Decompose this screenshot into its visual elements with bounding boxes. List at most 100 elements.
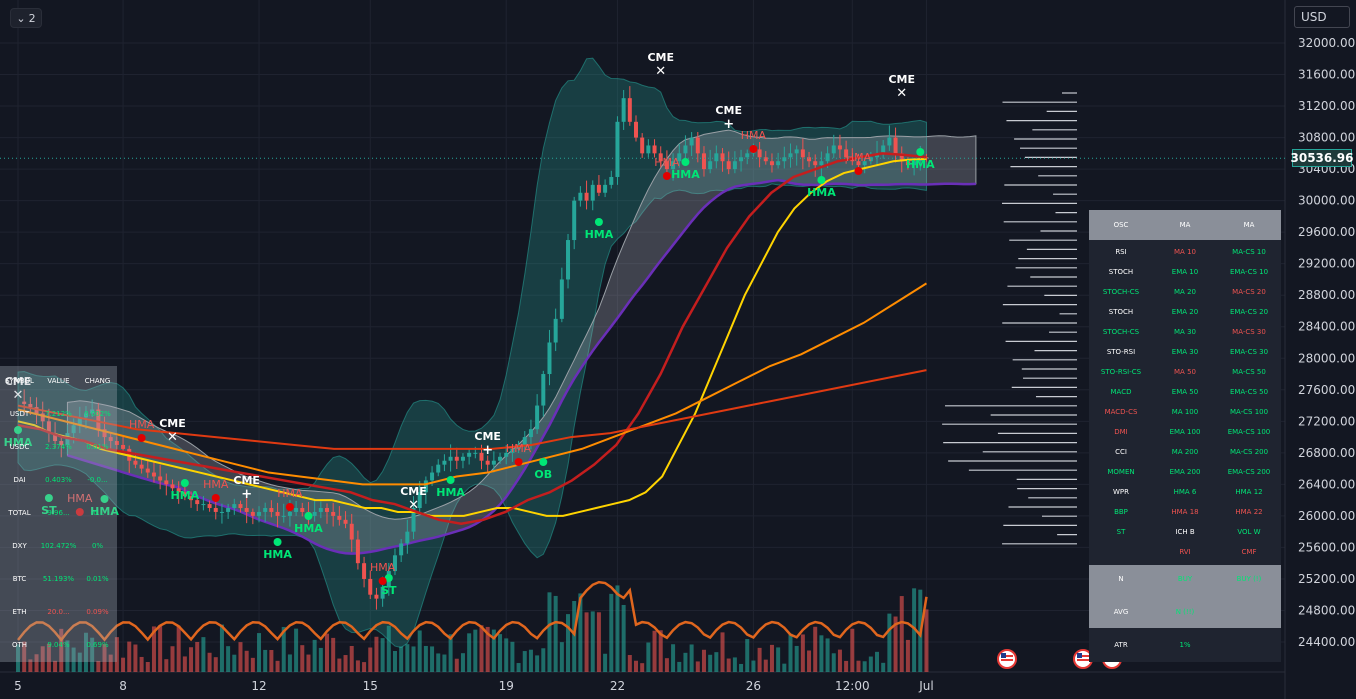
candle-body: [176, 488, 181, 493]
volume-bar: [90, 637, 95, 672]
bearish-signal-dot: [854, 167, 863, 175]
candle-body: [627, 98, 632, 122]
oscillator-table-cell: BUY: [1177, 575, 1193, 583]
oscillator-table-cell: HMA 22: [1235, 508, 1263, 516]
candle-body: [281, 515, 286, 517]
volume-bar: [275, 660, 280, 672]
volume-bar: [121, 657, 126, 672]
volume-bar: [213, 657, 218, 672]
oscillator-table-cell: EMA-CS 20: [1229, 308, 1269, 316]
volume-bar: [207, 652, 212, 672]
volume-bar: [176, 625, 181, 672]
volume-bar: [708, 654, 713, 672]
volume-bar: [745, 639, 750, 672]
candle-body: [498, 456, 503, 461]
candle-body: [572, 200, 577, 241]
bearish-signal-label: HMA: [67, 492, 93, 505]
oscillator-table-cell: RVI: [1179, 548, 1191, 556]
candle-body: [695, 137, 700, 154]
oscillator-table-cell: ATR: [1114, 641, 1128, 649]
candle-body: [615, 121, 620, 177]
volume-bar: [53, 660, 58, 672]
volume-bar: [306, 654, 311, 672]
volume-bar: [603, 653, 608, 672]
volume-bar: [769, 644, 774, 672]
dominance-table-row: USDT 7.212% 0.002%: [0, 407, 117, 421]
candle-body: [213, 508, 218, 512]
volume-bar: [374, 636, 379, 672]
candle-body: [559, 279, 564, 319]
oscillator-table-cell: STOCH: [1108, 308, 1134, 316]
ichimoku-span-b: [67, 178, 976, 555]
candle-body: [819, 161, 824, 166]
price-axis-tick: 25200.00: [1298, 572, 1355, 586]
dominance-table-cell: 2.374%: [45, 443, 72, 451]
volume-bar: [34, 654, 39, 672]
volume-bar: [386, 625, 391, 672]
dominance-table-cell: 0.002%: [84, 410, 111, 418]
oscillator-table-cell: CCI: [1115, 448, 1127, 456]
oscillator-table-cell: MACD: [1110, 388, 1132, 396]
bullish-signal-dot: [14, 426, 22, 434]
candle-body: [504, 452, 509, 457]
candle-body: [108, 437, 113, 442]
oscillator-table-cell: STOCH-CS: [1102, 328, 1140, 336]
bullish-signal-label: OB: [534, 468, 552, 481]
layout-toggle-button[interactable]: ⌄ 2: [10, 8, 42, 28]
bullish-signal-dot: [446, 476, 455, 484]
volume-bar: [331, 637, 336, 672]
oscillator-table-row: MACD-CS MA 100 MA-CS 100: [1089, 402, 1281, 422]
candle-body: [794, 149, 799, 154]
dominance-table: SYMBOL VALUE CHANG USDT 7.212% 0.002% USDC 2.37…: [0, 366, 117, 662]
oscillator-table-row: MACD EMA 50 EMA-CS 50: [1089, 382, 1281, 402]
dominance-table-cell: USDT: [9, 410, 30, 418]
volume-bar: [899, 596, 904, 672]
dominance-table-cell: 7.212%: [45, 410, 72, 418]
volume-bar: [850, 628, 855, 672]
candle-body: [584, 192, 589, 201]
volume-bar: [164, 659, 169, 672]
candle-body: [924, 157, 929, 159]
oscillator-table-cell: MA-CS 200: [1229, 448, 1269, 456]
volume-bar: [621, 604, 626, 672]
volume-bar: [71, 647, 76, 672]
oscillator-table-cell: HMA 18: [1171, 508, 1199, 516]
volume-bar: [232, 654, 237, 672]
volume-bar: [294, 628, 299, 672]
candle-body: [22, 401, 27, 404]
bearish-signal-label: HMA: [741, 129, 767, 142]
candle-body: [28, 403, 33, 408]
candle-body: [207, 504, 212, 509]
candle-body: [467, 452, 472, 457]
bullish-signal-label: HMA: [671, 168, 700, 181]
oscillator-table-cell: EMA-CS 10: [1229, 268, 1269, 276]
oscillator-table-body: [1089, 240, 1281, 570]
volume-bar: [671, 644, 676, 672]
candle-body: [578, 192, 583, 201]
volume-bar: [257, 633, 262, 672]
candle-body: [454, 456, 459, 461]
volume-bar: [510, 641, 515, 672]
volume-bar: [485, 626, 490, 672]
oscillator-table-row: STOCH EMA 20 EMA-CS 20: [1089, 302, 1281, 322]
currency-button[interactable]: USD: [1294, 6, 1350, 28]
dominance-table-row: BTC 51.193% 0.01%: [0, 572, 117, 586]
volume-bar: [584, 612, 589, 672]
time-axis-tick: 15: [363, 679, 378, 693]
volume-bar: [368, 647, 373, 672]
price-axis-tick: 28400.00: [1298, 320, 1355, 334]
volume-bar: [442, 654, 447, 672]
last-price-label: 30536.96: [1290, 149, 1354, 167]
candle-body: [411, 508, 416, 532]
cme-gap-marker: ✕: [655, 64, 666, 79]
volume-bar: [417, 630, 422, 672]
price-axis-tick: 29200.00: [1298, 257, 1355, 271]
candle-body: [201, 504, 206, 506]
oscillator-table-cell: STO-RSI-CS: [1100, 368, 1142, 376]
dominance-table-cell: TOTAL: [8, 509, 31, 517]
candle-body: [609, 176, 614, 185]
us-flag-icon-stripe: [1001, 655, 1013, 657]
bullish-signal-label: HMA: [585, 228, 614, 241]
price-axis-tick: 27200.00: [1298, 414, 1355, 428]
moving-average-line: [17, 157, 927, 517]
